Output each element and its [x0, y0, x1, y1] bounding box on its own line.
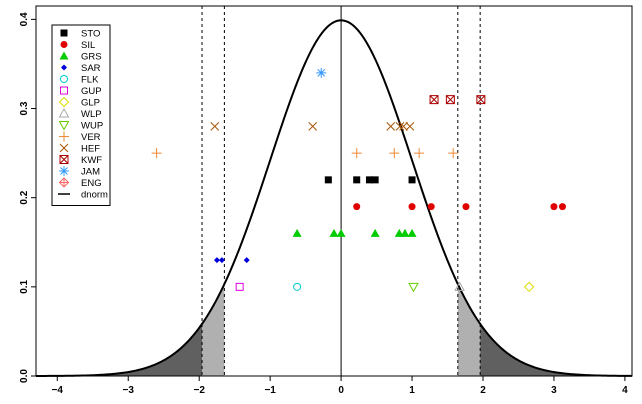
legend-box [51, 24, 111, 206]
point-kwf [445, 95, 455, 105]
point-glp [523, 281, 535, 293]
legend-label-wlp: WLP [81, 109, 102, 120]
point-sto [353, 176, 361, 184]
legend-label-glp: GLP [81, 98, 100, 109]
legend-label-flk: FLK [81, 75, 99, 86]
legend-label-wup: WUP [81, 121, 103, 132]
point-hef [308, 122, 318, 131]
reference-lines [201, 6, 481, 376]
point-gup [235, 282, 244, 291]
point-wlp [454, 281, 465, 291]
y-tick-label: 0.3 [19, 101, 30, 115]
point-grs [407, 228, 417, 237]
point-ver [389, 148, 400, 159]
point-flk [293, 282, 302, 291]
legend-swatch-sil [60, 41, 68, 48]
tail-region-0 [36, 323, 203, 376]
point-sto [408, 176, 416, 184]
point-sar [218, 257, 225, 264]
point-hef [210, 122, 220, 131]
x-tick-label: 1 [409, 385, 415, 396]
legend-label-sil: SIL [81, 40, 95, 51]
y-tick-label: 0.1 [19, 279, 30, 293]
y-tick-label: 0.0 [19, 369, 30, 383]
x-tick-label: −3 [123, 385, 135, 396]
point-ver [414, 148, 425, 159]
x-tick-label: 2 [480, 385, 486, 396]
point-ver [351, 148, 362, 159]
x-tick-label: 3 [551, 385, 557, 396]
point-hef [395, 122, 405, 131]
legend: STOSILGRSSARFLKGUPGLPWLPWUPVERHEFKWFJAME… [51, 24, 111, 206]
legend-label-eng: ENG [81, 178, 102, 189]
y-tick-label: 0.2 [19, 190, 30, 204]
legend-label-kwf: KWF [81, 155, 102, 166]
dnorm-curve [35, 19, 633, 377]
point-hef [399, 122, 408, 131]
legend-swatch-eng [58, 177, 70, 188]
point-sto [365, 176, 373, 184]
legend-label-sar: SAR [81, 63, 101, 74]
point-sil [550, 203, 558, 211]
point-hef [405, 122, 415, 131]
x-tick-label: −1 [264, 385, 276, 396]
point-sil [462, 203, 470, 211]
point-wup [408, 282, 419, 293]
legend-label-sto: STO [81, 29, 100, 40]
point-grs [329, 228, 339, 237]
axes: −4 −3 −2 −1 0 1 2 3 4 0.0 0.1 0.2 0.3 0.4 [19, 12, 628, 396]
legend-label-jam: JAM [81, 167, 100, 178]
point-ver [151, 148, 162, 159]
point-sto [324, 176, 332, 184]
point-grs [336, 228, 346, 237]
point-jam [316, 67, 327, 78]
legend-swatch-wup [58, 121, 70, 131]
legend-swatch-sto [60, 29, 68, 37]
point-sil [353, 203, 361, 211]
point-ver [448, 148, 459, 159]
legend-swatch-wlp [58, 107, 70, 118]
dnorm-curve-layer [35, 19, 633, 377]
plot-frame [35, 5, 633, 377]
tail-region-3 [480, 323, 632, 376]
tail-region-2 [457, 284, 481, 376]
legend-swatch-jam [59, 166, 69, 176]
point-sto [371, 176, 379, 184]
tail-region-1 [202, 284, 225, 376]
data-points [151, 67, 566, 293]
legend-label-dnorm: dnorm [81, 190, 108, 201]
shaded-tail-regions [36, 284, 632, 376]
x-tick-label: 0 [338, 385, 344, 396]
x-tick-label: −2 [193, 385, 205, 396]
point-sil [408, 203, 416, 211]
point-hef [386, 122, 396, 131]
legend-label-hef: HEF [81, 144, 100, 155]
legend-label-grs: GRS [81, 52, 102, 63]
legend-label-gup: GUP [81, 86, 102, 97]
legend-swatch-flk [60, 75, 68, 83]
point-grs [292, 228, 302, 237]
point-sil [427, 203, 435, 211]
point-kwf [429, 95, 439, 105]
point-sil [558, 203, 566, 211]
legend-swatch-grs [59, 51, 69, 60]
y-tick-label: 0.4 [19, 12, 30, 26]
legend-swatch-kwf [59, 155, 69, 164]
point-grs [394, 228, 404, 237]
legend-swatch-hef [59, 143, 69, 153]
x-tick-label: −4 [52, 385, 64, 396]
point-kwf [476, 95, 486, 105]
point-grs [370, 228, 380, 237]
legend-swatch-ver [59, 131, 69, 142]
x-tick-label: 4 [622, 385, 628, 396]
legend-swatch-glp [58, 96, 70, 108]
point-sar [243, 257, 250, 264]
point-sar [213, 257, 220, 264]
legend-label-ver: VER [81, 132, 101, 143]
legend-swatch-sar [61, 64, 67, 71]
point-grs [400, 228, 410, 237]
legend-swatch-gup [60, 86, 68, 95]
